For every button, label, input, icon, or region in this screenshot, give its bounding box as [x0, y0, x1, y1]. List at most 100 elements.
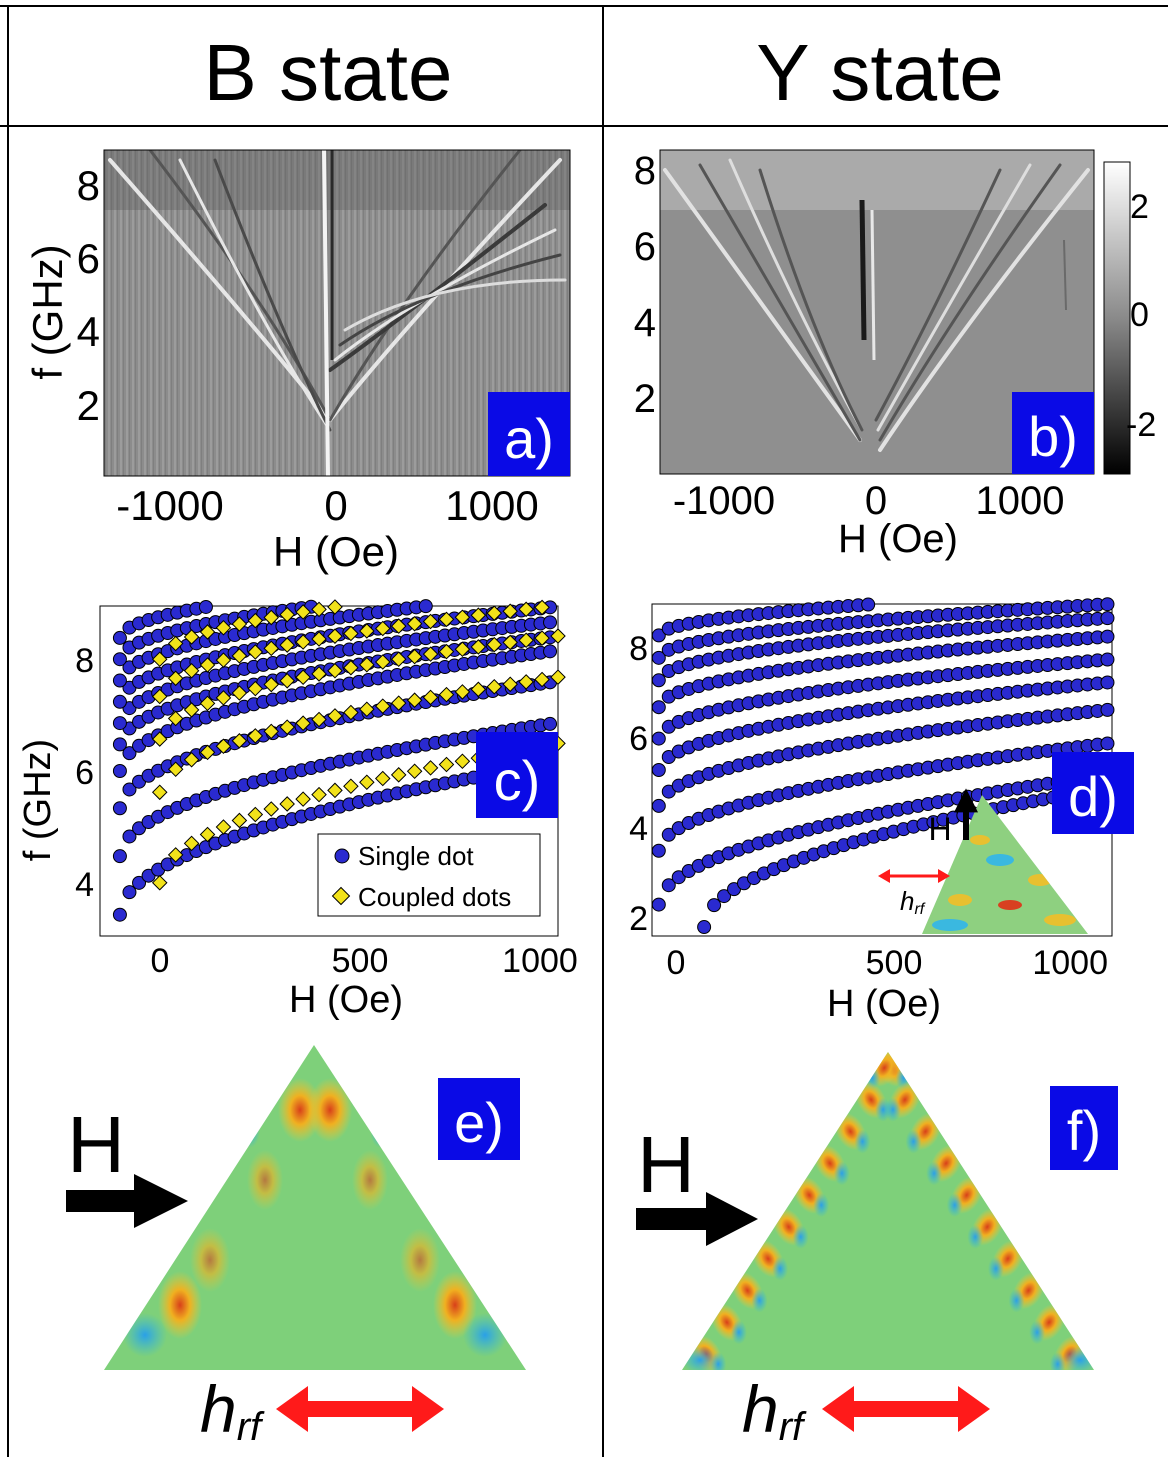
coupled-dots-point	[167, 761, 184, 778]
single-dot-point	[651, 763, 666, 777]
coupled-dots-point	[183, 702, 200, 718]
coupled-dots-point	[167, 670, 184, 687]
coupled-dots-point	[295, 634, 311, 650]
xlabel-a: H (Oe)	[273, 528, 399, 575]
ytick-c-4: 4	[75, 866, 94, 904]
coupled-dots-point	[199, 826, 216, 843]
single-dot-point	[1100, 597, 1115, 612]
coupled-dots-point	[327, 708, 343, 724]
panel-label-a: a)	[488, 392, 570, 476]
coupled-dots-point	[406, 648, 423, 665]
coupled-dots-point	[374, 698, 391, 714]
coupled-dots-point	[295, 791, 311, 807]
coupled-dots-point	[279, 796, 295, 812]
panel-label-f: f)	[1050, 1086, 1118, 1170]
coupled-dots-point	[231, 812, 248, 829]
panel-c-label-text: c)	[494, 749, 541, 812]
cbar-tick-2: 2	[1130, 188, 1149, 226]
hrf-arrow-icon-f	[822, 1386, 990, 1432]
single-dot-point	[1100, 736, 1115, 751]
coupled-dots-point	[279, 637, 295, 653]
coupled-dots-point	[183, 629, 200, 645]
single-dot-point	[1100, 611, 1115, 626]
coupled-dots-point	[215, 619, 232, 636]
ytick-d-2: 2	[629, 900, 648, 938]
single-dot-point	[543, 615, 558, 630]
coupled-dots-point	[231, 733, 248, 749]
coupled-dots-point	[343, 778, 359, 794]
xtick-b-1000: 1000	[976, 479, 1065, 523]
coupled-dots-point	[406, 615, 423, 632]
coupled-dots-point	[359, 623, 375, 639]
coupled-dots-point	[231, 616, 248, 632]
coupled-dots-point	[422, 760, 439, 776]
coupled-dots-point	[470, 607, 487, 623]
xlabel-d: H (Oe)	[827, 983, 941, 1025]
coupled-dots-point	[502, 603, 518, 619]
single-dot-point	[1100, 675, 1115, 690]
coupled-dots-point	[422, 646, 439, 662]
coupled-dots-point	[343, 659, 359, 676]
inset-hrf-label: hrf	[900, 886, 926, 918]
coupled-dots-point	[438, 643, 455, 660]
xlabel-c: H (Oe)	[289, 979, 403, 1021]
single-dot-point	[112, 907, 127, 922]
single-dot-point	[1100, 629, 1115, 644]
coupled-dots-point	[470, 681, 487, 698]
hrf-arrow-icon-e	[276, 1386, 444, 1432]
single-dot-point	[122, 782, 137, 797]
panel-a: a) 8 6 4 2 -1000 0 1000 H (Oe) f (GHz)	[24, 149, 571, 575]
xtick-a-neg1000: -1000	[116, 482, 223, 529]
legend-label-coupled-dots: Coupled dots	[358, 882, 511, 912]
coupled-dots-point	[295, 669, 311, 686]
ylabel-a: f (GHz)	[24, 244, 71, 379]
single-dot-point	[112, 716, 127, 731]
coupled-dots-point	[454, 753, 471, 770]
coupled-dots-point	[534, 630, 550, 646]
panel-f: f) H hrf	[636, 1052, 1118, 1449]
coupled-dots-point	[470, 639, 487, 655]
coupled-dots-point	[295, 715, 311, 731]
single-dot-point	[112, 849, 127, 864]
mode-pattern-f	[682, 1052, 1094, 1370]
legend-c: Single dot Coupled dots	[317, 833, 541, 917]
single-dot-point	[112, 630, 127, 645]
hrf-label-e: hrf	[200, 1372, 265, 1449]
ytick-b-6: 6	[634, 225, 656, 269]
coupled-dots-point	[247, 612, 264, 629]
single-dot-point	[651, 897, 666, 912]
coupled-dots-point	[183, 662, 200, 679]
coupled-dots-point	[502, 676, 518, 693]
single-dot-point	[651, 731, 666, 746]
coupled-dots-point	[247, 644, 264, 660]
hrf-label-f: hrf	[742, 1372, 807, 1449]
single-dot-point	[697, 920, 712, 935]
panel-label-b: b)	[1012, 392, 1094, 474]
panel-b-label-text: b)	[1028, 405, 1078, 468]
coupled-dots-point	[390, 651, 407, 668]
coupled-dots-point	[390, 767, 407, 783]
panel-label-e: e)	[438, 1078, 520, 1160]
coupled-dots-point	[247, 680, 264, 697]
coupled-dots-point	[151, 874, 168, 891]
xtick-d-0: 0	[667, 944, 686, 982]
coupled-dots-point	[343, 704, 359, 721]
coupled-dots-point	[422, 689, 439, 706]
single-dot-point	[112, 737, 127, 752]
coupled-dots-point	[454, 684, 471, 700]
single-dot-point	[651, 650, 666, 665]
coupled-dots-point	[215, 690, 232, 706]
coupled-dots-point	[311, 786, 327, 803]
coupled-dots-point	[374, 620, 391, 637]
ytick-a-4: 4	[77, 308, 100, 355]
coupled-dots-point	[374, 770, 391, 787]
xtick-c-1000: 1000	[502, 942, 578, 980]
single-dot-point	[112, 764, 127, 778]
coupled-dots-point	[518, 601, 534, 618]
H-arrow-icon-f	[636, 1192, 758, 1246]
coupled-dots-point	[263, 609, 280, 626]
single-dot-point	[122, 885, 137, 900]
ytick-a-8: 8	[77, 162, 100, 209]
panel-label-c: c)	[476, 732, 558, 818]
heatmap-a	[104, 150, 570, 476]
